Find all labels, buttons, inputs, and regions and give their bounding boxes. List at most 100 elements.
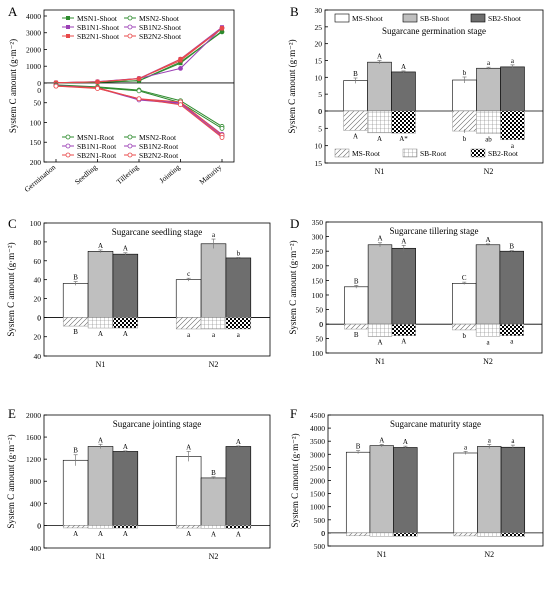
y-tick-label: 0 [37,521,41,530]
significance-label: B [211,469,216,477]
y-tick-label: 2000 [26,45,41,54]
significance-label: a [511,57,515,65]
bar-shoot [112,451,139,526]
significance-label: A [123,530,128,538]
bar-shoot [175,456,202,526]
legend-swatch [402,148,418,158]
significance-label: A* [399,135,408,143]
significance-label: a [510,338,514,346]
plot-frame [324,9,544,164]
legend-label: MS-Shoot [352,14,384,23]
y-tick-label: 40 [34,352,42,361]
significance-label: B [353,70,358,78]
significance-label: a [511,142,515,150]
legend-label: SB2N1-Root [77,151,117,160]
significance-label: B [73,328,78,336]
y-tick-label: 500 [314,542,326,551]
y-tick-label: 0 [318,107,322,116]
y-axis-label: System C amount (g·m⁻²) [288,240,298,334]
y-tick-label: 0 [319,320,323,329]
y-tick-label: 100 [312,349,324,358]
bar-shoot [87,251,114,318]
legend-swatch [402,13,418,23]
bar-shoot [452,79,477,112]
bar-shoot [367,244,393,325]
legend-marker [65,152,71,158]
bar-root [112,525,139,529]
bar-shoot [369,445,394,534]
significance-label: b [462,332,466,340]
bar-shoot [453,452,478,534]
y-tick-label: 20 [315,40,323,49]
bar-root [500,110,525,141]
bar-shoot [62,283,89,318]
bar-shoot [225,446,252,526]
y-tick-label: 150 [30,138,42,147]
y-axis-label: System C amount (g·m⁻²) [287,39,297,133]
y-tick-label: 20 [34,333,42,342]
legend-label: MS-Root [352,149,381,158]
plot-frame [43,222,271,357]
series-line [55,85,223,138]
y-tick-label: 0 [37,313,41,322]
bar-root [500,532,525,537]
significance-label: c [187,270,190,278]
x-tick-label: Germination [22,162,57,193]
legend-label: SB-Shoot [420,14,450,23]
y-tick-label: 0 [37,86,41,95]
significance-label: a [486,338,490,346]
panel-e: E 0 400 800 1200 1600 2000 400 Sugarcane jointin… [6,406,271,561]
y-tick-label: 15 [315,56,323,65]
significance-label: A [73,530,78,538]
chart-title: Sugarcane maturity stage [390,419,481,429]
bar-shoot [499,250,524,325]
significance-label: C [462,274,467,282]
bar-root [225,525,252,529]
y-tick-label: 80 [34,238,42,247]
y-tick-label: 1500 [310,490,325,499]
panels-layer: A01000200030004000501001502000Germinatio… [6,4,544,561]
significance-label: a [464,443,468,451]
panel-letter: F [290,406,297,421]
bar-root [393,532,418,537]
legend-marker [127,24,133,30]
significance-label: b [237,249,241,257]
y-tick-label: 10 [315,73,323,82]
significance-label: A [377,339,382,347]
panel-letter: B [290,4,299,19]
y-tick-label: 3000 [26,29,41,38]
legend-label: SB1N1-Shoot [77,23,120,32]
significance-label: b [463,135,467,143]
significance-label: A [186,443,191,451]
significance-label: B [73,447,78,455]
y-tick-label: 25 [315,23,323,32]
panel-d: D 0 50 100 150 200 250 300 350 50 100 Sugarcane til… [288,216,543,366]
y-axis-label: System C amount (g·m⁻²) [290,433,300,527]
significance-label: A [211,530,216,538]
y-tick-label: 100 [312,291,324,300]
y-tick-label: 500 [314,516,326,525]
data-point [136,88,142,94]
panel-letter: E [8,406,16,421]
y-tick-label: 400 [30,499,42,508]
significance-label: a [488,436,492,444]
panel-letter-a: A [8,4,18,19]
legend-swatch [470,148,486,158]
y-tick-label: 400 [30,544,42,553]
bar-root [452,323,477,331]
y-tick-label: 2000 [26,411,41,420]
x-tick-label: N2 [209,360,219,369]
y-tick-label: 1600 [26,433,41,442]
bar-shoot [475,244,501,325]
significance-label: B [354,331,359,339]
y-tick-label: 250 [312,247,324,256]
bar-root [175,525,202,529]
y-axis-label: System C amount (g·m⁻²) [6,434,16,528]
bar-shoot [175,279,202,318]
y-tick-label: 100 [30,219,42,228]
significance-label: A [186,530,191,538]
legend-label: SB1N2-Shoot [139,23,182,32]
y-tick-label: 3000 [310,450,325,459]
bar-root [225,317,252,330]
y-tick-label: 0 [318,107,322,116]
